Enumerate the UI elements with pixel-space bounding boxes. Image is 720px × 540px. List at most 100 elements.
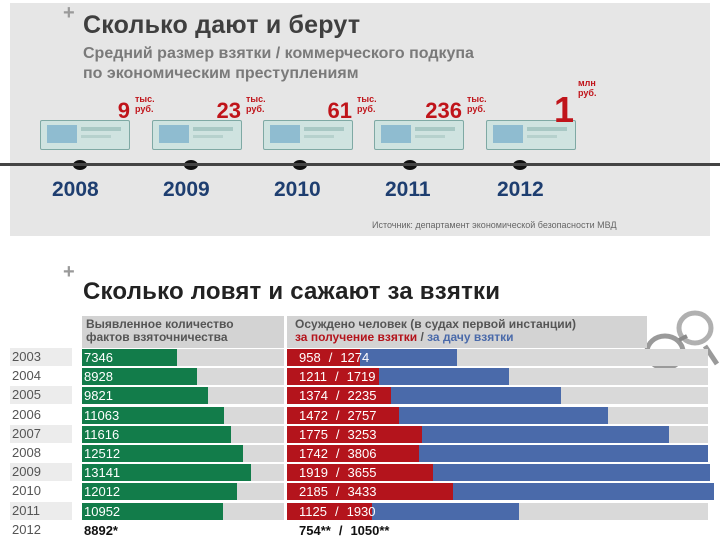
convicted-receive-value: 1775 <box>299 427 328 442</box>
banknote-stripe <box>81 127 121 131</box>
unit-line: тыс. <box>467 94 487 104</box>
value-separator: / <box>334 369 339 384</box>
timeline-year: 2008 <box>52 178 99 201</box>
convicted-receive-bar <box>287 349 360 366</box>
unit-line: млн <box>578 78 596 88</box>
convicted-values: 2185 / 3433 <box>299 483 376 500</box>
banknote-stripe <box>81 135 111 138</box>
unit-line: руб. <box>357 104 376 114</box>
value-separator: / <box>335 427 340 442</box>
convicted-give-value: 1274 <box>340 350 370 365</box>
detected-value: 8928 <box>84 369 113 384</box>
convicted-give-bar <box>419 445 708 462</box>
convicted-give-bar <box>453 483 714 500</box>
row-year: 2007 <box>10 425 72 443</box>
banknote-stripe <box>304 135 334 138</box>
convicted-receive-bar <box>287 426 422 443</box>
banknote-portrait <box>47 125 77 143</box>
convicted-give-value: 2757 <box>347 408 377 423</box>
convicted-receive-value: 2185 <box>299 484 328 499</box>
convicted-values: 1472 / 2757 <box>299 407 376 424</box>
unit-line: руб. <box>246 104 265 114</box>
banknote-stripe <box>193 127 233 131</box>
convicted-receive-value: 958 <box>299 350 321 365</box>
convicted-give-bar <box>379 368 509 385</box>
row-year: 2011 <box>10 502 72 520</box>
row-year: 2004 <box>12 368 41 383</box>
timeline-year: 2010 <box>274 178 321 201</box>
detected-value: 12512 <box>84 446 121 461</box>
detected-value: 13141 <box>84 465 121 480</box>
detected-value: 12012 <box>84 484 121 499</box>
convicted-receive-bar <box>287 407 399 424</box>
value-separator: / <box>335 446 340 461</box>
amount-unit: млн руб. <box>578 78 618 98</box>
row-year: 2005 <box>10 386 72 404</box>
convicted-give-value: 3253 <box>347 427 377 442</box>
bribe-amount: 236 <box>425 98 462 123</box>
bribe-size-panel <box>10 3 710 236</box>
timeline-year: 2011 <box>385 178 431 201</box>
convicted-receive-value: 754** <box>299 523 331 538</box>
row-year: 2010 <box>12 483 41 498</box>
detected-bar <box>82 387 208 404</box>
banknote-image <box>486 120 576 150</box>
detected-bar <box>82 445 243 462</box>
detected-bar <box>82 349 177 366</box>
convicted-give-bar <box>433 464 710 481</box>
row-year: 2012 <box>12 522 41 537</box>
unit-line: руб. <box>578 88 597 98</box>
legend-separator: / <box>417 330 428 344</box>
section1-subtitle: Средний размер взятки / коммерческого по… <box>83 44 603 84</box>
unit-line: тыс. <box>246 94 266 104</box>
row-year: 2009 <box>10 463 72 481</box>
detected-value: 11616 <box>84 427 120 442</box>
convicted-receive-value: 1125 <box>299 504 327 519</box>
bribe-amount: 1 <box>553 89 574 130</box>
source-note: Источник: департамент экономической безо… <box>372 220 617 230</box>
convicted-values: 1742 / 3806 <box>299 445 376 462</box>
banknote-stripe <box>415 135 445 138</box>
convicted-give-bar <box>422 426 669 443</box>
banknote-portrait <box>159 125 189 143</box>
convicted-give-bar <box>360 349 457 366</box>
bribe-amount: 23 <box>216 98 241 123</box>
convicted-give-value: 3655 <box>347 465 377 480</box>
banknote-image <box>152 120 242 150</box>
banknote-stripe <box>527 135 557 138</box>
amount-unit: тыс. руб. <box>135 94 175 114</box>
value-separator: / <box>334 504 339 519</box>
banknote-stripe <box>304 127 344 131</box>
banknote-stripe <box>415 127 455 131</box>
detected-value: 10952 <box>84 504 121 519</box>
convicted-give-bar <box>399 407 608 424</box>
unit-line: руб. <box>135 104 154 114</box>
value-separator: / <box>335 465 340 480</box>
left-header-line-1: Выявленное количество <box>86 317 234 331</box>
detected-bar <box>82 426 231 443</box>
timeline-year: 2012 <box>497 178 544 201</box>
detected-value: 8892* <box>84 523 118 538</box>
convicted-values: 1775 / 3253 <box>299 426 376 443</box>
convicted-give-value: 3433 <box>347 484 377 499</box>
section1-title: Сколько дают и берут <box>83 11 361 39</box>
value-separator: / <box>328 350 333 365</box>
detected-value: 7346 <box>84 350 113 365</box>
subtitle-line-2: по экономическим преступлениям <box>83 65 359 82</box>
banknote-portrait <box>381 125 411 143</box>
plus-icon: + <box>63 261 75 283</box>
convicted-receive-value: 1211 <box>299 369 327 384</box>
left-column-header: Выявленное количество фактов взяточничес… <box>82 316 284 348</box>
amount-unit: тыс. руб. <box>467 94 507 114</box>
timeline-year: 2009 <box>163 178 210 201</box>
detected-bar <box>82 407 224 424</box>
row-year: 2003 <box>10 348 72 366</box>
value-separator: / <box>338 523 343 538</box>
convicted-receive-bar <box>287 483 453 500</box>
bribe-amount: 9 <box>117 98 130 123</box>
section2-title: Сколько ловят и сажают за взятки <box>83 278 501 305</box>
banknote-image <box>263 120 353 150</box>
convicted-give-value: 1719 <box>346 369 376 384</box>
detected-bar <box>82 503 223 520</box>
banknote-portrait <box>493 125 523 143</box>
